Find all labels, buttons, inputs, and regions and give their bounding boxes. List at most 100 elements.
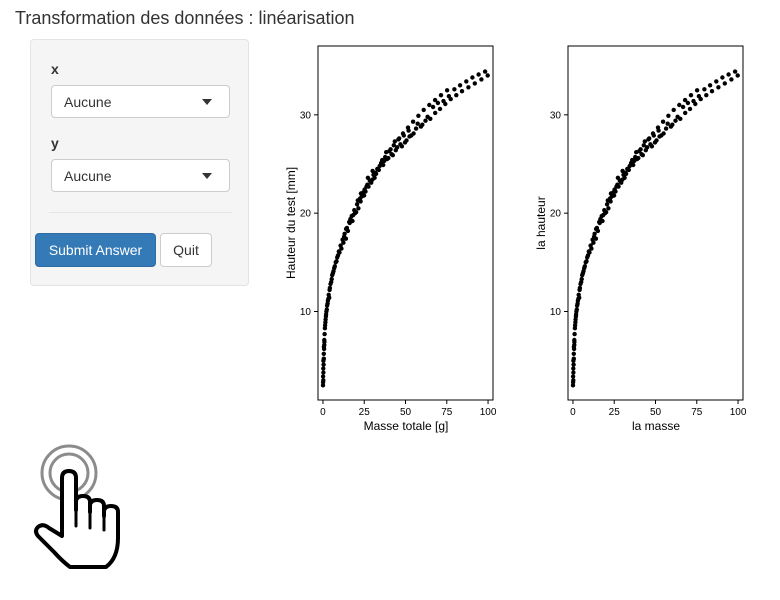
data-point: [735, 73, 740, 78]
tap-hand-icon: [34, 444, 120, 569]
data-point: [714, 79, 719, 84]
data-point: [365, 175, 371, 180]
data-point: [377, 163, 382, 169]
y-select-label: y: [51, 135, 59, 151]
data-point: [577, 285, 583, 291]
data-point: [337, 250, 342, 255]
data-point: [649, 144, 655, 149]
data-point: [321, 370, 326, 375]
data-point: [384, 150, 389, 155]
data-point: [576, 296, 581, 301]
data-point: [438, 93, 444, 98]
data-point: [380, 157, 385, 163]
data-point: [433, 110, 438, 116]
data-point: [574, 307, 579, 312]
data-point: [722, 81, 727, 86]
x-tick-label: 75: [441, 407, 453, 418]
data-point: [645, 145, 650, 150]
data-point: [685, 100, 691, 106]
plot-frame: [567, 45, 744, 401]
data-point: [636, 155, 641, 161]
data-point: [606, 206, 611, 211]
data-point: [376, 167, 381, 173]
data-point: [726, 72, 731, 77]
data-point: [656, 128, 661, 133]
quit-button[interactable]: Quit: [160, 233, 212, 267]
x-tick-label: 50: [400, 407, 412, 418]
data-point: [355, 198, 360, 203]
data-point: [572, 331, 577, 337]
data-point: [358, 191, 364, 196]
data-point: [466, 85, 471, 90]
data-point: [571, 362, 576, 367]
scatter-plot-masse-hauteur: 0 25 50 75 100 10 20 30 Masse totale [g] Haute…: [284, 45, 497, 433]
data-point: [677, 102, 682, 108]
chevron-down-icon: [202, 99, 212, 105]
data-point: [589, 246, 594, 251]
chevron-down-icon: [202, 173, 212, 179]
data-point: [459, 89, 465, 94]
data-point: [642, 139, 647, 144]
data-point: [444, 88, 450, 93]
data-point: [354, 202, 360, 207]
data-point: [613, 189, 618, 194]
page-title: Transformation des données : linéarisati…: [15, 8, 355, 28]
data-point: [584, 259, 589, 264]
x-tick-label: 100: [730, 407, 747, 418]
data-point: [321, 351, 326, 356]
data-point: [373, 171, 379, 176]
data-point: [666, 113, 671, 119]
x-select-label: x: [51, 61, 59, 77]
x-tick-label: 0: [320, 407, 326, 418]
data-point: [356, 206, 361, 211]
data-point: [571, 378, 576, 383]
x-axis-label: Masse totale [g]: [364, 419, 449, 433]
data-point: [334, 259, 339, 264]
x-select-value: Aucune: [64, 94, 112, 110]
data-point: [421, 107, 426, 113]
plot-points: [320, 69, 490, 388]
data-point: [437, 106, 443, 112]
data-point: [661, 131, 666, 136]
data-point: [386, 155, 391, 161]
x-tick-label: 50: [650, 407, 662, 418]
data-point: [399, 144, 405, 149]
data-point: [631, 162, 636, 168]
data-point: [604, 202, 610, 207]
x-select[interactable]: Aucune: [51, 85, 230, 118]
data-point: [675, 114, 680, 120]
x-tick-label: 75: [691, 407, 703, 418]
data-point: [339, 246, 344, 251]
y-select[interactable]: Aucune: [51, 159, 230, 192]
x-tick-label: 25: [359, 407, 371, 418]
x-axis-label: la masse: [632, 419, 680, 433]
data-point: [427, 102, 432, 108]
data-point: [330, 272, 335, 278]
data-point: [485, 73, 490, 78]
data-point: [401, 133, 406, 138]
data-point: [322, 323, 328, 328]
data-point: [420, 122, 425, 127]
data-point: [388, 147, 393, 152]
data-point: [343, 226, 349, 232]
data-point: [482, 69, 488, 74]
data-point: [352, 211, 358, 216]
submit-answer-button[interactable]: Submit Answer: [35, 233, 156, 267]
data-point: [663, 126, 669, 131]
data-point: [709, 89, 715, 94]
data-point: [331, 269, 336, 274]
y-select-value: Aucune: [64, 168, 112, 184]
data-point: [573, 312, 579, 317]
data-point: [619, 180, 624, 185]
data-point: [647, 136, 652, 141]
data-point: [464, 79, 469, 84]
data-point: [581, 269, 586, 274]
data-point: [611, 193, 617, 198]
y-tick-label: 30: [550, 110, 562, 121]
data-point: [435, 100, 441, 106]
data-point: [702, 87, 707, 92]
data-point: [688, 93, 694, 98]
data-point: [580, 272, 585, 278]
data-point: [323, 312, 329, 317]
data-point: [579, 279, 584, 285]
